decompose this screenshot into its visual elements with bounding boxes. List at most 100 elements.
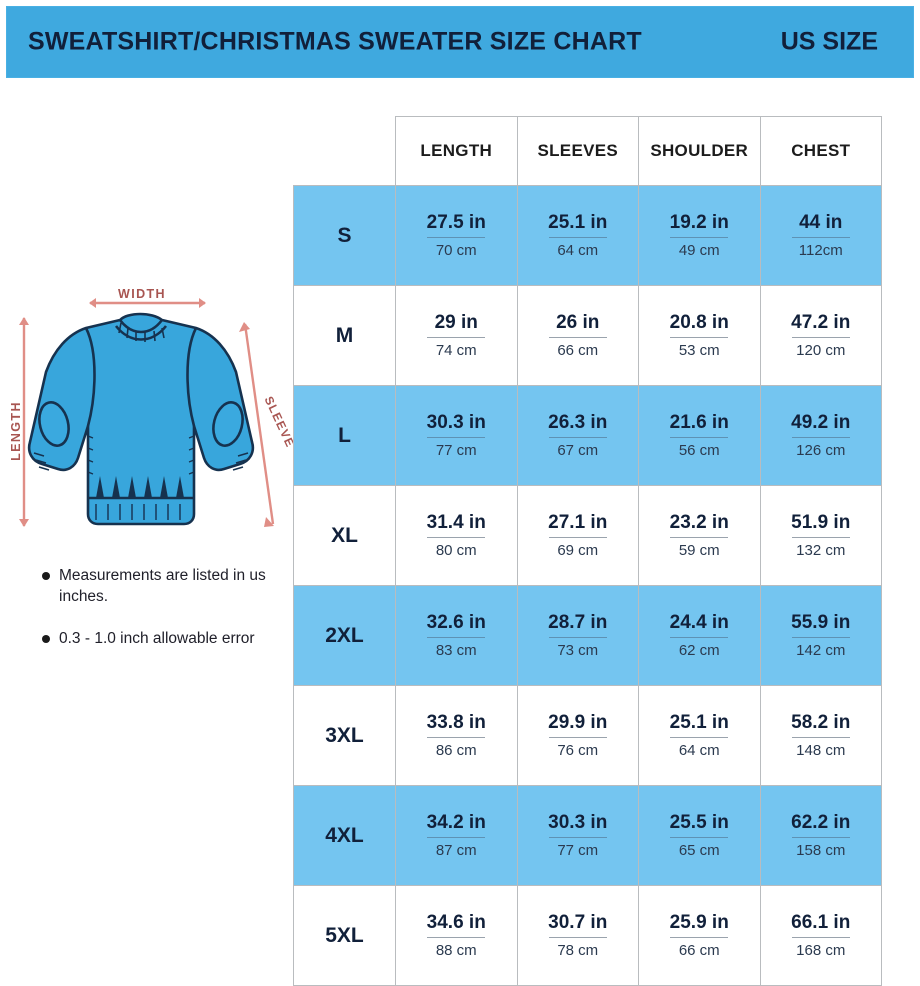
value-centimeters: 65 cm [678, 842, 720, 859]
note-text: Measurements are listed in us inches. [59, 567, 266, 605]
value-centimeters: 70 cm [435, 242, 477, 259]
measurement-cell: 62.2 in 158 cm [759, 785, 882, 886]
value-inches: 27.1 in [548, 512, 608, 533]
value-inches: 20.8 in [669, 312, 729, 333]
value-centimeters: 66 cm [557, 342, 599, 359]
value-inches: 21.6 in [669, 412, 729, 433]
value-divider [427, 237, 486, 238]
measurement-cell: 25.5 in 65 cm [638, 785, 761, 886]
value-inches: 33.8 in [426, 712, 486, 733]
value-divider [791, 637, 850, 638]
value-divider [548, 937, 607, 938]
value-centimeters: 87 cm [435, 842, 477, 859]
value-centimeters: 126 cm [796, 442, 846, 459]
bullet-icon [42, 635, 50, 644]
value-inches: 26.3 in [548, 412, 608, 433]
page-title: SWEATSHIRT/CHRISTMAS SWEATER SIZE CHART [28, 27, 642, 56]
size-label: 3XL [293, 685, 396, 786]
value-centimeters: 132 cm [796, 542, 846, 559]
table-row: 3XL 33.8 in 86 cm 29.9 in 76 cm 25.1 in 64 cm 5… [293, 685, 882, 786]
measurement-cell: 55.9 in 142 cm [759, 585, 882, 686]
value-inches: 25.9 in [669, 912, 729, 933]
size-label: 4XL [293, 785, 396, 886]
value-inches: 26 in [556, 312, 600, 333]
value-centimeters: 67 cm [557, 442, 599, 459]
value-inches: 24.4 in [669, 612, 729, 633]
value-divider [548, 537, 607, 538]
list-item: Measurements are listed in us inches. [42, 566, 282, 607]
value-centimeters: 120 cm [796, 342, 846, 359]
table-row: XL 31.4 in 80 cm 27.1 in 69 cm 23.2 in 59 cm 51… [293, 485, 882, 586]
size-label: M [293, 285, 396, 386]
value-centimeters: 49 cm [678, 242, 720, 259]
value-divider [791, 937, 850, 938]
value-inches: 58.2 in [791, 712, 851, 733]
value-centimeters: 73 cm [557, 642, 599, 659]
value-centimeters: 66 cm [678, 942, 720, 959]
table-row: S 27.5 in 70 cm 25.1 in 64 cm 19.2 in 49 cm 44 … [293, 185, 882, 286]
value-centimeters: 62 cm [678, 642, 720, 659]
value-divider [670, 337, 729, 338]
measurement-cell: 28.7 in 73 cm [516, 585, 639, 686]
measurement-cell: 32.6 in 83 cm [395, 585, 518, 686]
value-centimeters: 77 cm [435, 442, 477, 459]
value-inches: 30.3 in [548, 812, 608, 833]
measurement-cell: 33.8 in 86 cm [395, 685, 518, 786]
value-divider [670, 937, 729, 938]
value-divider [548, 437, 607, 438]
measurement-cell: 27.5 in 70 cm [395, 185, 518, 286]
value-divider [670, 837, 729, 838]
value-inches: 30.3 in [426, 412, 486, 433]
value-divider [427, 737, 486, 738]
value-inches: 49.2 in [791, 412, 851, 433]
value-centimeters: 158 cm [796, 842, 846, 859]
value-divider [548, 637, 607, 638]
measurement-cell: 19.2 in 49 cm [638, 185, 761, 286]
value-centimeters: 77 cm [557, 842, 599, 859]
measurement-cell: 26.3 in 67 cm [516, 385, 639, 486]
value-divider [427, 537, 486, 538]
value-inches: 25.1 in [548, 212, 608, 233]
measurement-cell: 29 in 74 cm [395, 285, 518, 386]
value-centimeters: 56 cm [678, 442, 720, 459]
value-divider [791, 237, 850, 238]
value-centimeters: 86 cm [435, 742, 477, 759]
value-inches: 27.5 in [426, 212, 486, 233]
value-inches: 62.2 in [791, 812, 851, 833]
sweater-icon [19, 298, 275, 527]
column-header-shoulder: SHOULDER [638, 116, 761, 186]
measurement-cell: 34.2 in 87 cm [395, 785, 518, 886]
measurement-cell: 30.7 in 78 cm [516, 885, 639, 986]
table-header-row: LENGTH SLEEVES SHOULDER CHEST [294, 116, 882, 186]
value-inches: 28.7 in [548, 612, 608, 633]
value-centimeters: 88 cm [435, 942, 477, 959]
value-centimeters: 83 cm [435, 642, 477, 659]
value-centimeters: 112cm [798, 242, 843, 259]
value-centimeters: 80 cm [435, 542, 477, 559]
value-inches: 31.4 in [426, 512, 486, 533]
measurement-cell: 23.2 in 59 cm [638, 485, 761, 586]
value-inches: 32.6 in [426, 612, 486, 633]
value-divider [670, 437, 729, 438]
length-label: LENGTH [8, 401, 23, 461]
value-centimeters: 64 cm [557, 242, 599, 259]
length-arrow-icon [19, 317, 29, 527]
value-centimeters: 59 cm [678, 542, 720, 559]
measurement-cell: 51.9 in 132 cm [759, 485, 882, 586]
value-divider [670, 237, 729, 238]
value-divider [670, 537, 729, 538]
value-divider [548, 237, 607, 238]
table-body: S 27.5 in 70 cm 25.1 in 64 cm 19.2 in 49 cm 44 … [293, 185, 882, 986]
value-inches: 55.9 in [791, 612, 851, 633]
table-row: L 30.3 in 77 cm 26.3 in 67 cm 21.6 in 56 cm 49.… [293, 385, 882, 486]
measurement-cell: 20.8 in 53 cm [638, 285, 761, 386]
measurement-cell: 30.3 in 77 cm [516, 785, 639, 886]
value-inches: 51.9 in [791, 512, 851, 533]
column-header-length: LENGTH [395, 116, 518, 186]
measurement-cell: 27.1 in 69 cm [516, 485, 639, 586]
value-inches: 25.1 in [669, 712, 729, 733]
value-centimeters: 53 cm [678, 342, 720, 359]
note-text: 0.3 - 1.0 inch allowable error [59, 630, 255, 648]
value-inches: 19.2 in [669, 212, 729, 233]
value-centimeters: 64 cm [678, 742, 720, 759]
